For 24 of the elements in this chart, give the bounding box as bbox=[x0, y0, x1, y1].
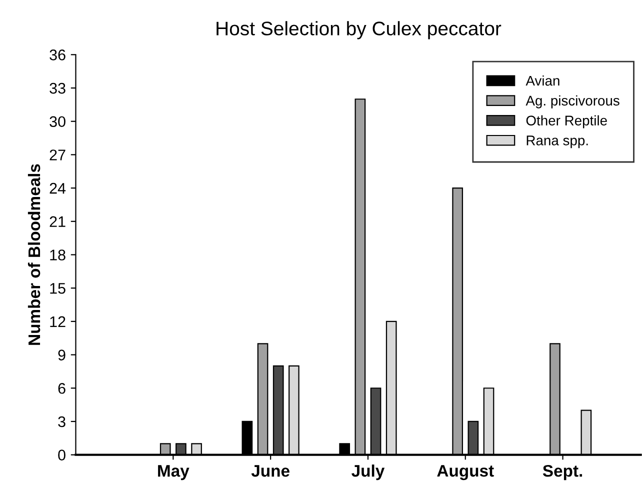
x-tick-label: May bbox=[158, 465, 190, 480]
y-tick-label: 15 bbox=[50, 283, 66, 294]
x-tick-label: August bbox=[437, 465, 494, 480]
x-tick-label: Sept. bbox=[542, 464, 582, 480]
y-axis-title: Number of Bloodmeals bbox=[28, 164, 40, 345]
y-tick-label: 21 bbox=[50, 216, 66, 227]
x-tick-label: June bbox=[251, 465, 290, 477]
legend-label: Ag. piscivorous bbox=[526, 95, 620, 108]
legend-label: Other Reptile bbox=[526, 115, 607, 128]
y-tick-label: 6 bbox=[58, 382, 66, 394]
legend-label: Rana spp. bbox=[526, 136, 588, 148]
x-tick-label: July bbox=[352, 464, 385, 480]
y-tick-label: 27 bbox=[50, 150, 66, 160]
y-tick-label: 18 bbox=[50, 250, 66, 260]
y-tick-label: 3 bbox=[58, 416, 66, 428]
y-tick-label: 9 bbox=[58, 350, 66, 360]
chart-title: Host Selection by Culex peccator bbox=[216, 21, 502, 40]
y-tick-label: 24 bbox=[50, 182, 66, 194]
y-tick-label: 12 bbox=[50, 316, 66, 327]
y-tick-label: 0 bbox=[58, 450, 66, 460]
y-tick-label: 33 bbox=[50, 82, 66, 94]
y-tick-label: 36 bbox=[50, 50, 66, 60]
y-tick-label: 30 bbox=[50, 116, 66, 128]
legend-label: Avian bbox=[526, 75, 560, 86]
